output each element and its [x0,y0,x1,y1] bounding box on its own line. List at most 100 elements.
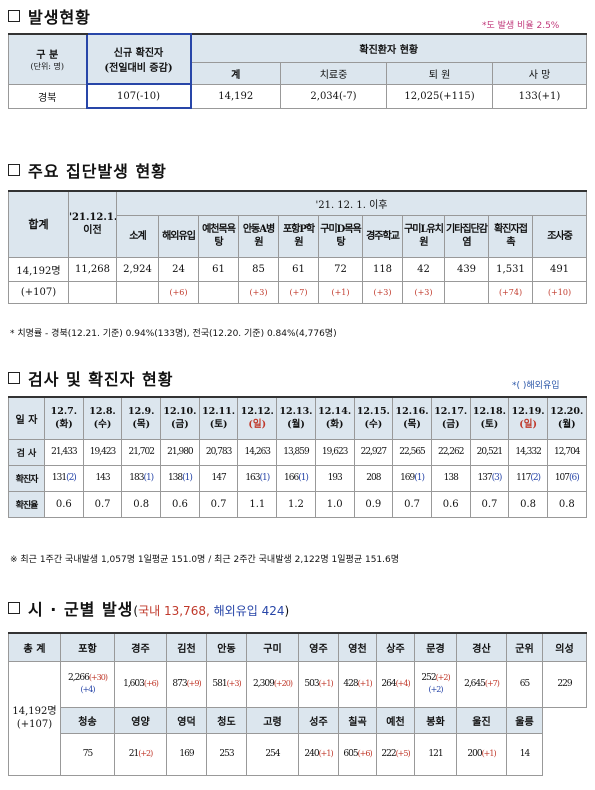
date-cell: 12.17. (금) [430,396,471,440]
new-cases-cell: 107(-10) [85,83,192,109]
date-cell: 12.19. (일) [508,396,548,440]
cluster-delta: (+3) [362,280,403,304]
cluster-value: 61 [278,256,319,282]
checkbox-square-icon [8,164,20,176]
rate-cell: 0.6 [430,490,471,518]
tests-cell: 22,565 [392,438,432,466]
region-name: 울진 [456,706,507,734]
rate-cell: 0.7 [392,490,432,518]
header-new-cases: 신규 확진자 (전일대비 증감) [85,33,192,85]
header-deaths: 사 망 [492,61,587,85]
region-cell: 경북 [8,83,87,109]
region-value: 1,603(+6) [114,660,167,708]
date-cell: 12.12. (일) [237,396,278,440]
date-cell: 12.11. (토) [198,396,239,440]
region-name: 포항 [60,632,115,662]
region-value: 222(+5) [376,732,415,776]
region-name: 청도 [206,706,247,734]
date-cell: 12.7. (화) [44,396,84,440]
cluster-value: 24 [158,256,199,282]
tests-cell: 13,859 [276,438,316,466]
section-title-cluster: 주요 집단발생 현황 [8,158,167,182]
confirmed-cell: 208 [353,464,394,492]
cluster-label: 조사중 [532,214,587,258]
tests-cell: 14,332 [508,438,548,466]
cluster-value: 85 [238,256,279,282]
header-after-date: '21. 12. 1. 이후 [116,190,587,216]
cluster-value: 42 [402,256,445,282]
cluster-label: 기타집단감염 [444,214,489,258]
region-value: 503(+1) [298,660,339,708]
cluster-delta [444,280,489,304]
confirmed-cell: 131(2) [44,464,84,492]
cluster-value: 61 [198,256,239,282]
region-value: 2,645(+7) [456,660,507,708]
rate-cell: 1.1 [237,490,278,518]
confirmed-cell: 137(3) [469,464,510,492]
cluster-before-delta [68,280,117,304]
rate-cell: 0.7 [198,490,239,518]
region-value: 253 [206,732,247,776]
total-cell: 14,192 [190,83,281,109]
tests-cell: 20,521 [469,438,510,466]
region-name: 군위 [506,632,543,662]
region-value: 14 [506,732,543,776]
date-cell: 12.20. (월) [546,396,587,440]
tests-cell: 12,704 [546,438,587,466]
tests-cell: 22,262 [430,438,471,466]
cluster-label: 경주학교 [362,214,403,258]
date-cell: 12.14. (화) [314,396,355,440]
region-name: 봉화 [414,706,457,734]
region-name: 안동 [206,632,247,662]
region-name: 의성 [542,632,587,662]
header-tests: 검 사 [8,438,45,466]
confirmed-cell: 107(6) [546,464,587,492]
region-value: 2,266(+30) (+4) [60,660,115,708]
tests-cell: 22,927 [353,438,394,466]
confirmed-cell: 117(2) [508,464,548,492]
region-value: 873(+9) [166,660,207,708]
region-name: 상주 [376,632,415,662]
header-confirmed: 확진자 [8,464,45,492]
rate-cell: 0.7 [469,490,510,518]
section-title-region: 시 · 군별 발생(국내 13,768, 해외유입 424) [8,596,289,620]
cluster-value: 439 [444,256,489,282]
cluster-delta: (+74) [488,280,533,304]
date-cell: 12.9. (목) [121,396,162,440]
cluster-label: 안동A병원 [238,214,279,258]
cluster-delta: (+3) [238,280,279,304]
region-name: 영주 [298,632,339,662]
region-name: 고령 [246,706,299,734]
region-table: 총 계 포항 경주 김천 안동 구미 영주 영천 상주 문경 경산 군위 의성 14,192명 (+107… [8,632,587,776]
fatality-footnote: * 치명률 - 경북(12.21. 기준) 0.94%(133명), 전국(12… [10,329,337,339]
rate-cell: 0.8 [121,490,162,518]
region-value: 169 [166,732,207,776]
region-name: 경산 [456,632,507,662]
outbreak-table: 구 분 (단위: 명) 신규 확진자 (전일대비 증감) 확진환자 현황 계 치… [8,33,587,109]
cluster-delta: (+10) [532,280,587,304]
section-title-outbreak: 발생현황 [8,4,91,28]
region-value: 264(+4) [376,660,415,708]
header-treating: 치료중 [280,61,387,85]
date-cell: 12.18. (토) [469,396,510,440]
tests-cell: 21,433 [44,438,84,466]
checkbox-square-icon [8,602,20,614]
region-name: 영천 [338,632,377,662]
weekly-footnote: ※ 최근 1주간 국내발생 1,057명 1일평균 151.0명 / 최근 2주… [10,555,400,565]
region-value: 21(+2) [114,732,167,776]
outbreak-ratio-note: *도 발생 비율 2.5% [482,21,560,31]
checkbox-square-icon [8,372,20,384]
cluster-delta: (+3) [402,280,445,304]
region-name: 청송 [60,706,115,734]
rate-cell: 0.9 [353,490,394,518]
region-name: 구미 [246,632,299,662]
region-name: 울릉 [506,706,543,734]
region-value: 581(+3) [206,660,247,708]
header-date: 일 자 [8,396,45,440]
region-value: 240(+1) [298,732,339,776]
rate-cell: 0.7 [82,490,123,518]
overseas-note: *( )해외유입 [512,381,560,391]
cluster-value: 2,924 [116,256,159,282]
cluster-label: 포항P학원 [278,214,319,258]
region-value: 121 [414,732,457,776]
